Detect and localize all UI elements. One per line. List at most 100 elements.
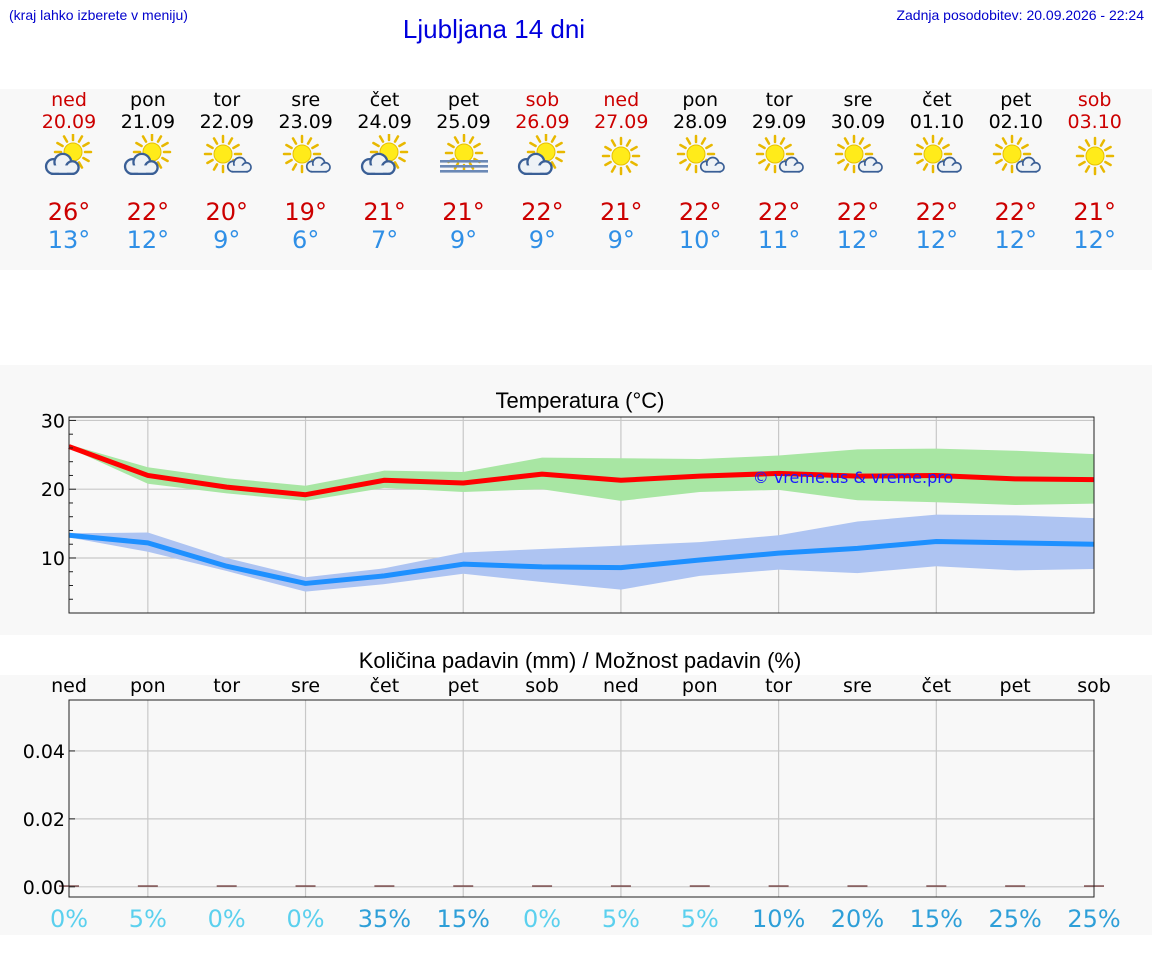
sun-icon <box>1069 134 1121 182</box>
min-temp-line <box>68 532 1095 586</box>
max-temp: 20° <box>205 198 249 226</box>
day-name: sre <box>291 89 321 111</box>
sun-small-cloud-icon <box>280 134 332 182</box>
precip-probability: 5% <box>602 905 640 933</box>
precip-bar <box>216 885 237 887</box>
x-tick-label: pon <box>130 675 166 697</box>
x-tick-label: čet <box>922 675 952 697</box>
sun-shape <box>992 134 1032 174</box>
y-tick-label: 0.00 <box>23 877 65 899</box>
min-temp: 12° <box>994 226 1038 254</box>
day-date: 01.10 <box>909 111 965 133</box>
precip-probability: 15% <box>437 905 490 933</box>
max-temp: 21° <box>1073 198 1116 226</box>
precip-probability: 25% <box>1067 905 1120 933</box>
cloud-shape <box>779 156 804 173</box>
day-name: sre <box>843 89 873 111</box>
sun-icon <box>595 134 647 182</box>
precipitation-chart-title: Količina padavin (mm) / Možnost padavin … <box>358 648 802 673</box>
x-tick-label: ned <box>603 675 639 697</box>
sun-cloud-icon <box>122 132 174 182</box>
min-temp-range-band <box>69 514 1094 592</box>
y-tick-label: 30 <box>41 410 65 432</box>
day-name: čet <box>922 89 952 111</box>
precip-bar <box>532 885 553 887</box>
day-date: 26.09 <box>515 111 570 133</box>
precip-probability: 5% <box>129 905 167 933</box>
temperature-chart: 10 20 30 © vreme.us & vreme.pro <box>41 410 1095 614</box>
min-temp: 11° <box>757 226 801 254</box>
min-temp: 12° <box>915 226 959 254</box>
precip-probability: 25% <box>988 905 1041 933</box>
min-temp: 9° <box>213 226 241 254</box>
x-tick-label: pon <box>682 675 718 697</box>
sun-fog-icon <box>438 133 490 182</box>
precip-probability: 0% <box>523 905 561 933</box>
max-temp-line <box>68 444 1095 498</box>
max-temp: 22° <box>126 198 170 226</box>
cloud-shape <box>857 156 883 173</box>
y-tick-label: 10 <box>41 548 65 570</box>
min-temp: 9° <box>449 226 478 254</box>
min-temp: 10° <box>678 226 722 254</box>
x-tick-label: sob <box>525 675 559 697</box>
precip-probability: 20% <box>831 905 884 933</box>
forecast-band <box>0 89 1152 270</box>
x-tick-label: pet <box>448 675 479 697</box>
x-tick-label: tor <box>213 675 240 697</box>
max-temp: 22° <box>757 198 801 226</box>
sun-cloud-icon <box>516 132 568 182</box>
sun-small-cloud-icon <box>832 134 884 182</box>
daily-forecast: ned 20.09 26° 13° pon 21.09 22° 12° tor 22.09 20° 9… <box>0 0 1152 300</box>
x-tick-label: sre <box>291 675 320 697</box>
cloud-shape <box>305 156 331 173</box>
max-temp: 22° <box>994 198 1038 226</box>
plot-frame <box>68 699 1095 898</box>
day-date: 24.09 <box>357 111 412 133</box>
cloud-shape <box>44 152 80 176</box>
precipitation-chart: 0.00 0.02 0.04 ned pon tor sre čet pet sob ned pon t… <box>23 675 1121 933</box>
cloud-shape <box>123 152 159 176</box>
max-temp: 21° <box>363 198 406 226</box>
last-updated: Zadnja posodobitev: 20.09.2026 - 22:24 <box>896 7 1144 23</box>
day-date: 30.09 <box>830 111 886 133</box>
precip-probability: 0% <box>50 905 88 933</box>
max-temp: 22° <box>915 198 959 226</box>
day-name: sob <box>525 89 560 111</box>
day-name: ned <box>603 89 640 111</box>
cloud-shape <box>700 156 726 173</box>
y-tick-label: 0.02 <box>23 809 65 831</box>
day-date: 23.09 <box>278 111 333 133</box>
x-tick-label: sre <box>843 675 872 697</box>
precip-bar <box>295 885 316 887</box>
day-date: 21.09 <box>120 111 176 133</box>
cloud-shape <box>1015 156 1041 173</box>
sun-small-cloud-icon <box>201 134 253 182</box>
x-tick-label: tor <box>765 675 792 697</box>
x-tick-label: ned <box>51 675 87 697</box>
watermark: © vreme.us & vreme.pro <box>753 468 954 487</box>
sun-small-cloud-icon <box>674 134 726 182</box>
cloud-shape <box>226 156 252 173</box>
sun-small-cloud-icon <box>911 134 963 182</box>
min-temp: 7° <box>370 226 399 254</box>
precip-probability: 35% <box>358 905 411 933</box>
sun-cloud-icon <box>359 132 411 182</box>
precip-bar <box>453 885 474 887</box>
min-temp: 9° <box>528 226 557 254</box>
min-temp: 12° <box>1073 226 1116 254</box>
precip-probability: 10% <box>752 905 805 933</box>
precip-bar <box>847 885 868 887</box>
max-temp: 19° <box>284 198 327 226</box>
page-title: Ljubljana 14 dni <box>402 14 586 44</box>
min-temp: 12° <box>836 226 880 254</box>
sun-small-cloud-icon <box>753 134 805 182</box>
day-date: 02.10 <box>988 111 1043 133</box>
max-temp: 22° <box>521 198 564 226</box>
y-tick-label: 0.04 <box>23 741 65 763</box>
precip-probability: 0% <box>208 905 246 933</box>
sun-shape <box>1075 136 1114 176</box>
precip-probability: 5% <box>681 905 719 933</box>
sun-small-cloud-icon <box>990 134 1042 182</box>
precip-bar <box>926 885 947 887</box>
